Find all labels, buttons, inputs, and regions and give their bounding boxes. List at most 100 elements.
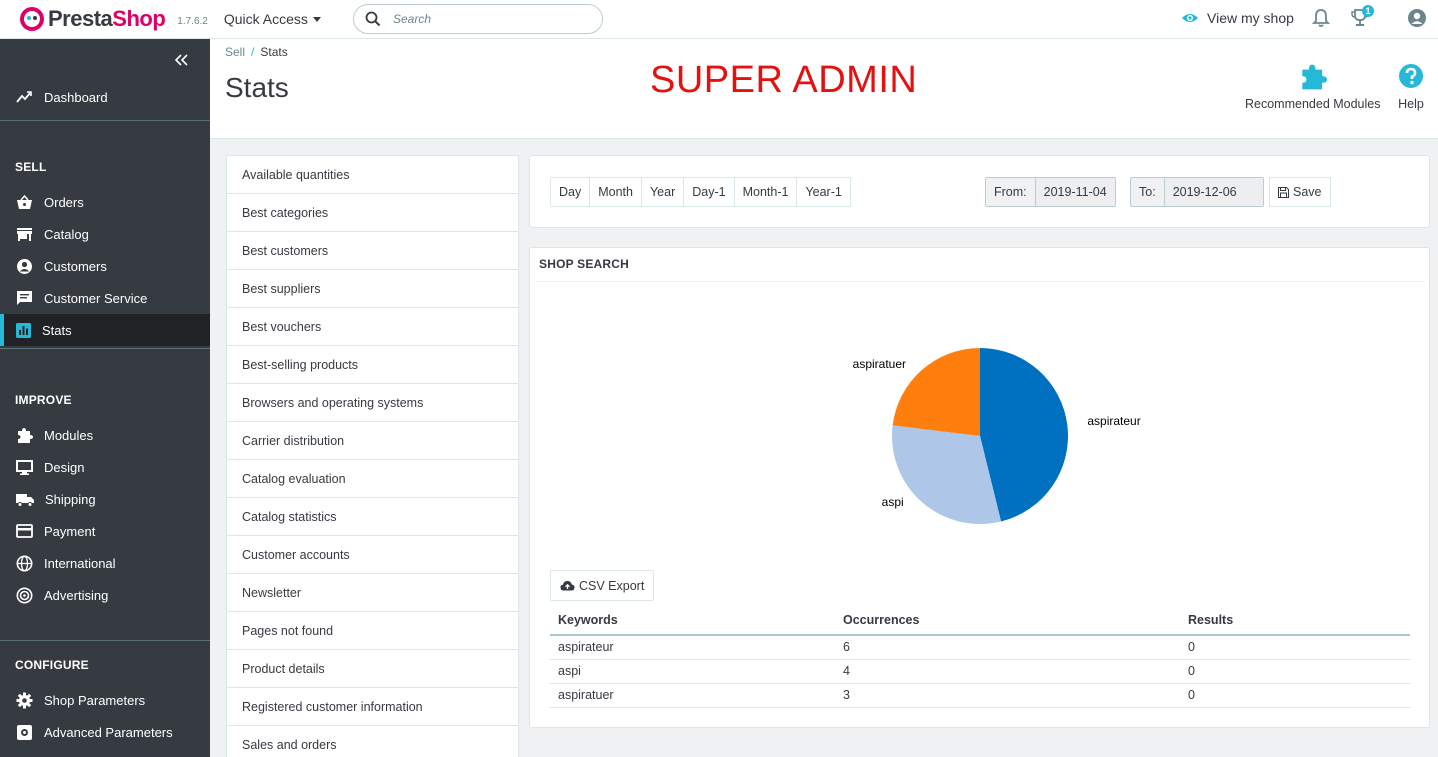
breadcrumb-separator: / [251,45,255,59]
sidebar-item-payment[interactable]: Payment [0,515,210,547]
section-title-sell: SELL [15,160,47,174]
module-list-item[interactable]: Catalog statistics [227,498,518,536]
sidebar-item-label: Orders [44,194,84,210]
sidebar-item-design[interactable]: Design [0,451,210,483]
shop-search-panel: SHOP SEARCH aspirateur aspi aspiratuer CSV… [529,247,1430,728]
module-list-item[interactable]: Available quantities [227,156,518,194]
sidebar-item-advertising[interactable]: Advertising [0,579,210,611]
save-label: Save [1293,185,1322,199]
sidebar-item-modules[interactable]: Modules [0,419,210,451]
save-button[interactable]: Save [1269,177,1331,207]
date-range-panel: Day Month Year Day-1 Month-1 Year-1 From: 201… [529,155,1430,228]
quick-access-dropdown[interactable]: Quick Access [224,11,321,27]
module-list-item[interactable]: Best-selling products [227,346,518,384]
module-list-item[interactable]: Browsers and operating systems [227,384,518,422]
puzzle-icon [1302,64,1327,90]
prestashop-logo-icon [20,7,44,31]
notification-badge: 1 [1362,5,1374,17]
csv-export-button[interactable]: CSV Export [550,570,655,601]
module-list-item[interactable]: Best suppliers [227,270,518,308]
monitor-icon [16,459,33,475]
table-row: aspiratuer 3 0 [550,683,1410,708]
module-list-item[interactable]: Customer accounts [227,536,518,574]
search-input[interactable] [393,12,583,26]
module-list-item[interactable]: Product details [227,650,518,688]
globe-icon [16,555,33,571]
recommended-modules-label: Recommended Modules [1245,97,1381,111]
top-header: PrestaShop 1.7.6.2 Quick Access [0,0,1438,39]
sidebar-item-catalog[interactable]: Catalog [0,218,210,250]
period-button-month[interactable]: Month [590,178,642,206]
cloud-upload-icon [560,581,575,591]
collapse-sidebar-icon[interactable] [175,54,189,66]
column-header-occurrences: Occurrences [835,605,1180,636]
sidebar-item-shop-parameters[interactable]: Shop Parameters [0,684,210,716]
sidebar-item-international[interactable]: International [0,547,210,579]
settings-box-icon [17,724,32,740]
period-button-day[interactable]: Day [551,178,591,206]
page-header: Sell / Stats Stats SUPER ADMIN Recommended… [210,39,1438,139]
breadcrumb-sell[interactable]: Sell [225,45,246,59]
module-list-item[interactable]: Sales and orders [227,726,518,757]
module-list-item[interactable]: Best categories [227,194,518,232]
help-button[interactable]: Help [1398,63,1424,111]
table-cell: 4 [835,659,1180,684]
sidebar-item-label: Customer Service [44,290,148,306]
help-icon [1399,64,1423,88]
table-cell: 6 [835,635,1180,660]
gear-icon [16,692,33,708]
sidebar-divider [0,348,210,349]
sidebar: Dashboard SELL Orders Catalog Customers … [0,39,210,757]
sidebar-item-advanced-parameters[interactable]: Advanced Parameters [0,716,210,748]
period-button-year-1[interactable]: Year-1 [797,178,850,206]
period-button-month-1[interactable]: Month-1 [734,178,798,206]
sidebar-item-label: International [44,555,116,571]
date-to-input[interactable]: 2019-12-06 [1164,178,1263,206]
sidebar-item-orders[interactable]: Orders [0,186,210,218]
keywords-table: Keywords Occurrences Results aspirateur 6… [550,605,1410,708]
floppy-icon [1278,186,1289,198]
sidebar-divider [0,640,210,641]
sidebar-item-label: Shipping [45,491,96,507]
sidebar-item-label: Stats [42,322,72,338]
help-label: Help [1398,97,1424,111]
eye-icon [1182,14,1198,22]
super-admin-banner: SUPER ADMIN [650,59,918,101]
sidebar-item-label: Shop Parameters [44,692,146,708]
sidebar-item-shipping[interactable]: Shipping [0,483,210,515]
module-list-item[interactable]: Registered customer information [227,688,518,726]
sidebar-item-customers[interactable]: Customers [0,250,210,282]
date-from-field[interactable]: From: 2019-11-04 [985,177,1116,207]
sidebar-item-customer-service[interactable]: Customer Service [0,282,210,314]
date-from-input[interactable]: 2019-11-04 [1035,178,1115,206]
view-my-shop-link[interactable]: View my shop [1181,10,1294,26]
sidebar-item-label: Advanced Parameters [44,724,173,740]
page-title: Stats [225,72,289,103]
bell-icon[interactable] [1312,8,1330,28]
table-row: aspi 4 0 [550,659,1410,684]
search-box[interactable] [353,4,603,34]
date-to-field[interactable]: To: 2019-12-06 [1130,177,1264,207]
module-list-item[interactable]: Catalog evaluation [227,460,518,498]
recommended-modules-button[interactable]: Recommended Modules [1245,63,1381,111]
period-button-day-1[interactable]: Day-1 [684,178,735,206]
pie-label: aspi [881,494,904,509]
pie-slice-aspirateur [980,348,1069,522]
table-cell: aspi [550,659,835,684]
sidebar-item-stats[interactable]: Stats [0,314,210,346]
prestashop-logo[interactable]: PrestaShop [20,6,166,32]
period-button-year[interactable]: Year [641,178,685,206]
account-circle-icon[interactable] [1407,8,1427,28]
module-list-item[interactable]: Best customers [227,232,518,270]
view-my-shop-label: View my shop [1207,10,1294,26]
module-list-item[interactable]: Best vouchers [227,308,518,346]
module-list-item[interactable]: Newsletter [227,574,518,612]
store-icon [17,227,32,241]
search-icon[interactable] [365,11,381,27]
table-cell: 0 [1180,683,1410,708]
sidebar-item-dashboard[interactable]: Dashboard [0,81,210,113]
module-list-item[interactable]: Pages not found [227,612,518,650]
pie-label: aspiratuer [852,357,907,372]
version-label: 1.7.6.2 [177,15,208,27]
module-list-item[interactable]: Carrier distribution [227,422,518,460]
